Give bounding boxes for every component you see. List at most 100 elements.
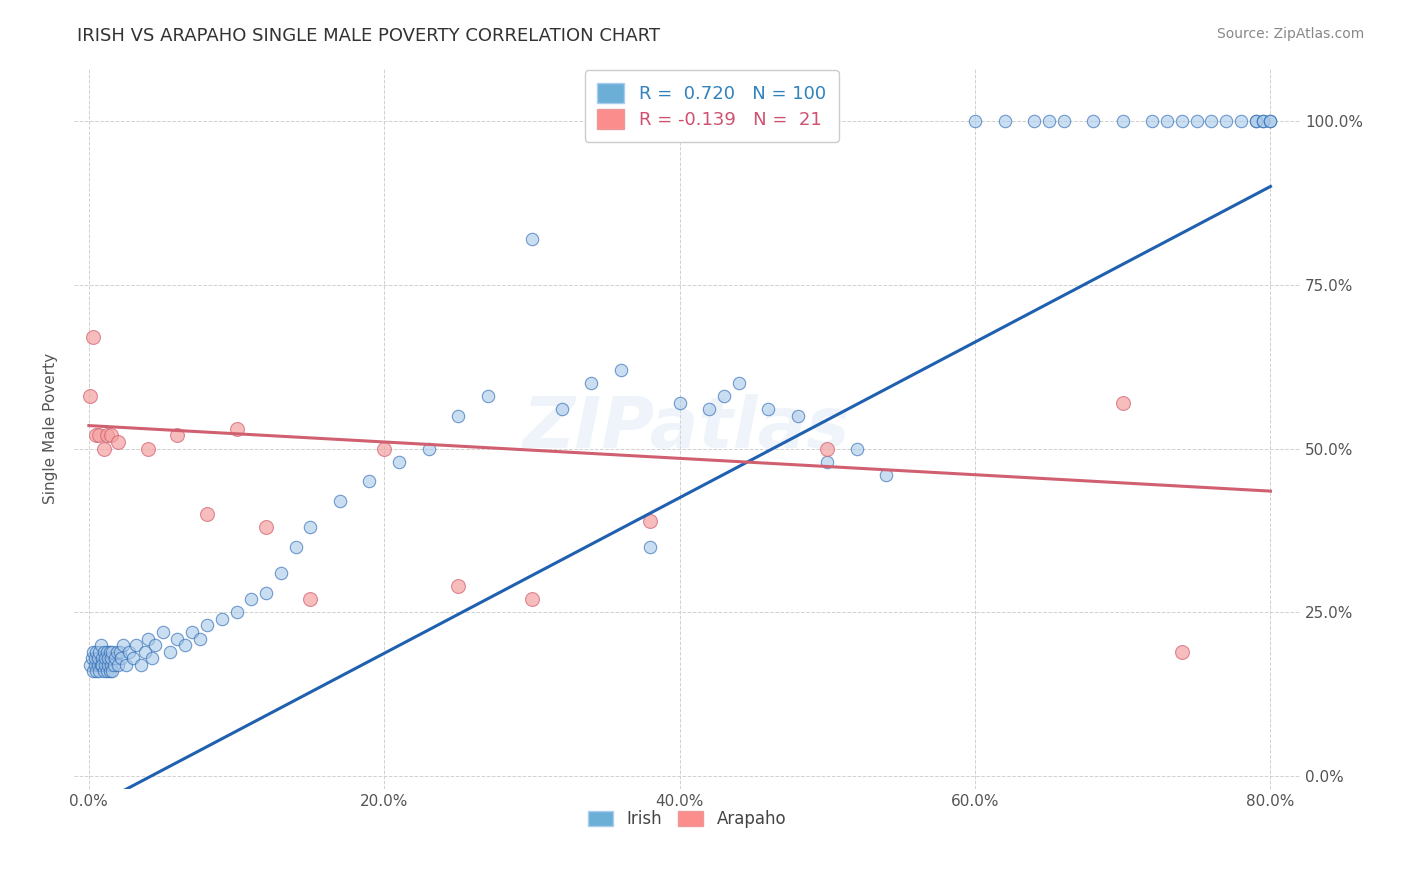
Point xyxy=(89,428,111,442)
Point xyxy=(166,632,188,646)
Point xyxy=(181,624,204,639)
Point xyxy=(1053,114,1076,128)
Point xyxy=(1024,114,1046,128)
Point xyxy=(108,645,131,659)
Point xyxy=(727,376,749,390)
Point xyxy=(713,389,735,403)
Point xyxy=(195,507,218,521)
Point xyxy=(270,566,292,580)
Point xyxy=(1171,114,1194,128)
Point xyxy=(1260,114,1282,128)
Point xyxy=(638,540,661,554)
Point xyxy=(94,651,117,665)
Point xyxy=(96,645,118,659)
Point xyxy=(388,455,411,469)
Point xyxy=(100,428,122,442)
Point xyxy=(359,475,381,489)
Point xyxy=(94,657,117,672)
Point xyxy=(1083,114,1105,128)
Text: Source: ZipAtlas.com: Source: ZipAtlas.com xyxy=(1216,27,1364,41)
Point xyxy=(101,665,124,679)
Point xyxy=(994,114,1017,128)
Point xyxy=(104,651,127,665)
Point xyxy=(80,651,103,665)
Point xyxy=(1260,114,1282,128)
Point xyxy=(91,657,114,672)
Point xyxy=(1230,114,1253,128)
Point xyxy=(1038,114,1060,128)
Point xyxy=(93,645,115,659)
Point xyxy=(90,657,112,672)
Point xyxy=(697,402,720,417)
Point xyxy=(329,494,352,508)
Point xyxy=(87,651,110,665)
Point xyxy=(447,409,470,423)
Point xyxy=(125,638,148,652)
Point xyxy=(373,442,395,456)
Point xyxy=(579,376,602,390)
Point xyxy=(101,645,124,659)
Point xyxy=(1171,645,1194,659)
Point xyxy=(1185,114,1208,128)
Point xyxy=(240,592,263,607)
Point xyxy=(84,645,107,659)
Point xyxy=(211,612,233,626)
Point xyxy=(159,645,181,659)
Point xyxy=(668,395,690,409)
Point xyxy=(965,114,987,128)
Point xyxy=(447,579,470,593)
Point xyxy=(166,428,188,442)
Point xyxy=(90,638,112,652)
Point xyxy=(875,467,897,482)
Point xyxy=(79,657,101,672)
Point xyxy=(107,434,129,449)
Point xyxy=(756,402,779,417)
Point xyxy=(107,657,129,672)
Point xyxy=(122,651,145,665)
Point xyxy=(173,638,195,652)
Point xyxy=(79,389,101,403)
Point xyxy=(1251,114,1274,128)
Text: ZIPatlas: ZIPatlas xyxy=(523,394,851,463)
Point xyxy=(89,645,111,659)
Point xyxy=(254,585,277,599)
Point xyxy=(89,665,111,679)
Point xyxy=(1244,114,1267,128)
Point xyxy=(93,442,115,456)
Point xyxy=(299,520,322,534)
Point xyxy=(815,455,838,469)
Point xyxy=(105,645,128,659)
Point xyxy=(299,592,322,607)
Point xyxy=(100,651,122,665)
Point xyxy=(114,657,136,672)
Point xyxy=(143,638,166,652)
Point xyxy=(83,651,105,665)
Text: IRISH VS ARAPAHO SINGLE MALE POVERTY CORRELATION CHART: IRISH VS ARAPAHO SINGLE MALE POVERTY COR… xyxy=(77,27,661,45)
Point xyxy=(638,514,661,528)
Point xyxy=(1201,114,1223,128)
Point xyxy=(195,618,218,632)
Point xyxy=(129,657,152,672)
Point xyxy=(100,657,122,672)
Point xyxy=(93,665,115,679)
Point xyxy=(136,442,159,456)
Point xyxy=(97,651,120,665)
Point xyxy=(1112,114,1135,128)
Point xyxy=(520,232,543,246)
Point xyxy=(98,665,121,679)
Point xyxy=(111,638,134,652)
Point xyxy=(136,632,159,646)
Point xyxy=(152,624,174,639)
Point xyxy=(1244,114,1267,128)
Point xyxy=(1215,114,1237,128)
Point xyxy=(96,428,118,442)
Y-axis label: Single Male Poverty: Single Male Poverty xyxy=(44,353,58,505)
Point xyxy=(91,651,114,665)
Point xyxy=(83,657,105,672)
Point xyxy=(1156,114,1178,128)
Point xyxy=(550,402,572,417)
Point xyxy=(225,422,247,436)
Point xyxy=(82,645,104,659)
Point xyxy=(609,363,631,377)
Point xyxy=(520,592,543,607)
